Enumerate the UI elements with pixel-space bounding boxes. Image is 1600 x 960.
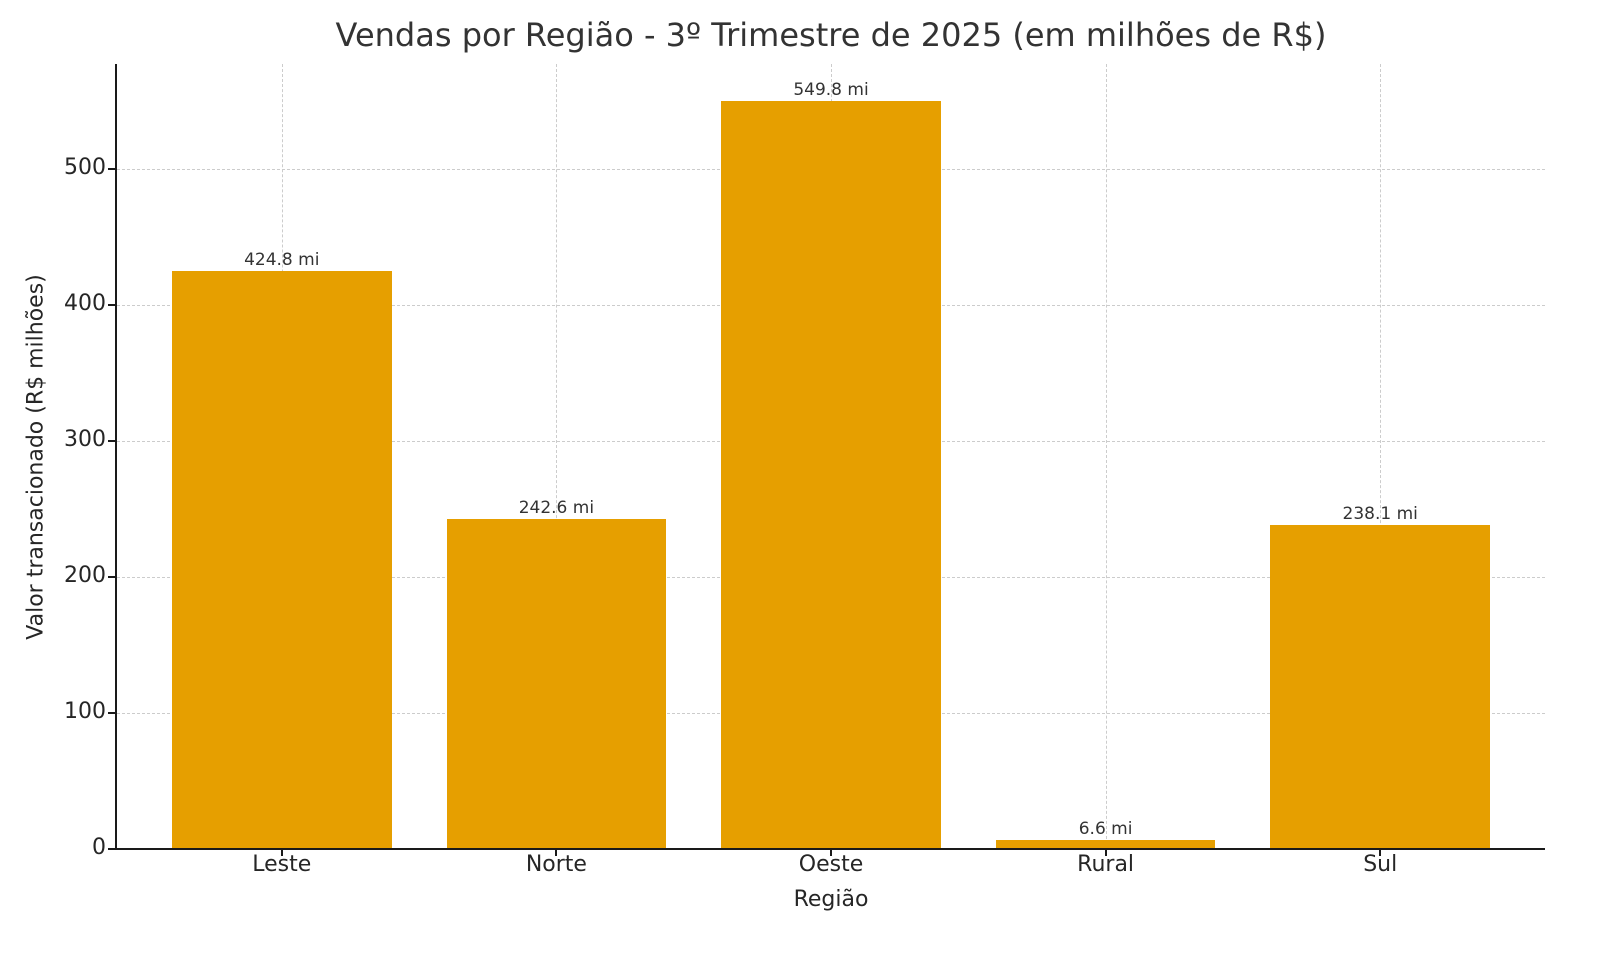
x-tick [830, 849, 832, 856]
bar-rural [995, 840, 1216, 849]
bar-value-label: 242.6 mi [518, 497, 595, 518]
x-tick [1104, 849, 1107, 856]
x-gridline [556, 64, 558, 849]
y-tick-label: 200 [64, 562, 106, 588]
y-tick [108, 848, 115, 850]
chart-title: Vendas por Região - 3º Trimestre de 2025… [335, 16, 1327, 54]
x-tick-label: Norte [525, 852, 587, 877]
x-tick-label: Rural [1077, 852, 1135, 877]
x-tick [280, 849, 283, 856]
y-tick [108, 167, 115, 170]
x-tick-label: Oeste [798, 852, 864, 877]
bar-value-label: 549.8 mi [793, 80, 869, 100]
x-tick-label: Sul [1363, 852, 1398, 877]
y-tick-label: 500 [64, 154, 106, 180]
bar-value-label: 238.1 mi [1342, 504, 1418, 525]
x-tick-label: Leste [252, 852, 312, 877]
bar-value-label: 424.8 mi [244, 250, 320, 271]
y-tick-label: 300 [64, 426, 106, 452]
x-gridline [1380, 64, 1382, 849]
x-gridline [1105, 64, 1107, 849]
plot-area: 424.8 mi 242.6 mi 549.8 mi 6.6 mi 238.1 mi [117, 64, 1545, 849]
y-tick [108, 439, 115, 442]
y-tick [108, 575, 115, 578]
y-tick [108, 303, 115, 306]
y-tick-label: 400 [64, 290, 106, 316]
bar-leste [171, 271, 392, 849]
y-axis-spine [115, 64, 117, 850]
x-tick [1379, 849, 1382, 856]
bar-sul [1270, 525, 1491, 849]
x-tick [555, 849, 558, 856]
x-axis-label: Região [793, 887, 869, 912]
y-axis-label: Valor transacionado (R$ milhões) [23, 274, 49, 640]
y-tick-label: 100 [64, 698, 106, 724]
y-tick [108, 711, 115, 714]
bar-value-label: 6.6 mi [1078, 819, 1133, 840]
y-tick-label: 0 [92, 835, 106, 860]
bar-norte [446, 518, 667, 849]
bar-oeste [721, 101, 941, 849]
